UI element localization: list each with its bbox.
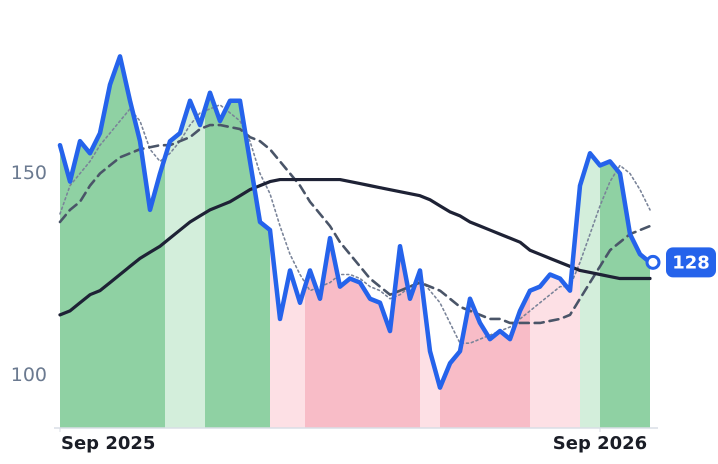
signal-band bbox=[600, 161, 650, 428]
signal-band bbox=[270, 230, 305, 428]
signal-band bbox=[205, 92, 270, 429]
series-line bbox=[58, 177, 652, 317]
x-tick-label: Sep 2026 bbox=[553, 433, 647, 454]
x-tick-label: Sep 2025 bbox=[61, 433, 155, 454]
last-price-dot bbox=[645, 254, 661, 270]
signal-band bbox=[580, 153, 600, 428]
signal-band bbox=[305, 238, 420, 428]
signal-band bbox=[440, 290, 530, 428]
signal-band bbox=[420, 270, 440, 428]
series-line bbox=[59, 104, 651, 344]
last-price-badge bbox=[666, 247, 716, 278]
signal-band bbox=[165, 100, 205, 428]
series-line bbox=[57, 54, 653, 390]
last-price-label: 128 bbox=[672, 252, 710, 273]
series-line bbox=[58, 123, 652, 325]
y-tick-label: 100 bbox=[11, 364, 47, 386]
signal-band bbox=[530, 185, 580, 428]
y-tick-label: 150 bbox=[11, 162, 47, 184]
signal-band bbox=[60, 56, 165, 428]
